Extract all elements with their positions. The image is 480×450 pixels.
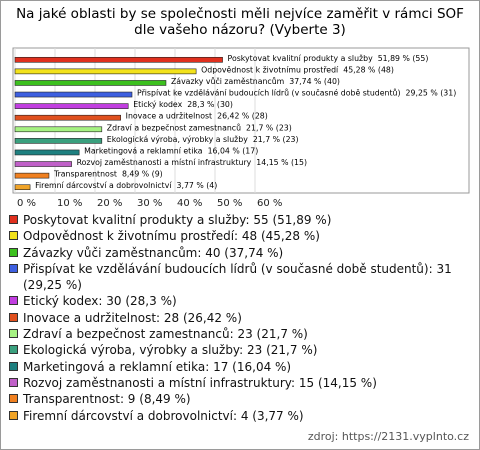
- bar-label-category: Ekologická výroba, výrobky a služby: [107, 135, 248, 144]
- bar-value-label: 8,49 % (9): [122, 170, 163, 179]
- bar: [14, 68, 197, 75]
- bar-label-category: Zdraví a bezpečnost zamestnanců: [107, 123, 241, 132]
- legend-item: Etický kodex: 30 (28,3 %): [9, 293, 471, 309]
- bar-value-label: 21,7 % (23): [246, 123, 292, 132]
- legend-item: Odpovědnost k životnímu prostředí: 48 (4…: [9, 228, 471, 244]
- x-tick-label: 20 %: [97, 198, 122, 209]
- legend-item: Rozvoj zaměstnanosti a místní infrastruk…: [9, 375, 471, 391]
- x-tick-label: 30 %: [137, 198, 162, 209]
- bar-label: Etický kodex 28,3 % (30): [133, 100, 233, 109]
- bar-value-label: 45,28 % (48): [343, 65, 394, 74]
- bar-label-category: Inovace a udržitelnost: [126, 112, 212, 121]
- legend-label: Firemní dárcovství a dobrovolnictví: 4 (…: [23, 408, 304, 423]
- legend-swatch: [9, 231, 18, 241]
- plot: 0 % 10 % 20 % 30 % 40 % 50 % 60 % Poskytovat kv…: [12, 47, 470, 209]
- x-tick-label: 10 %: [57, 198, 82, 209]
- legend-swatch: [9, 394, 18, 404]
- bar-label-category: Závazky vůči zaměstnancům: [171, 77, 284, 86]
- bar-label: Marketingová a reklamní etika 16,04 % (17…: [84, 146, 258, 155]
- bar-value-label: 37,74 % (40): [289, 77, 340, 86]
- bar-value-label: 16,04 % (17): [208, 146, 259, 155]
- bar: [14, 114, 121, 121]
- bar: [14, 91, 133, 98]
- bar-label-category: Poskytovat kvalitní produkty a služby: [228, 54, 374, 63]
- bar: [14, 56, 223, 63]
- legend-label: Rozvoj zaměstnanosti a místní infrastruk…: [23, 375, 377, 390]
- legend-label: Závazky vůči zaměstnancům: 40 (37,74 %): [23, 245, 284, 260]
- bar-value-label: 3,77 % (4): [177, 181, 218, 190]
- legend-item: Inovace a udržitelnost: 28 (26,42 %): [9, 310, 471, 326]
- legend-swatch: [9, 215, 18, 224]
- legend-swatch: [9, 345, 18, 355]
- legend-label: Zdraví a bezpečnost zamestnanců: 23 (21,…: [23, 327, 308, 342]
- legend-swatch: [9, 361, 18, 371]
- legend-label: Přispívat ke vzdělávání budoucích lídrů …: [23, 261, 452, 293]
- bar-label: Inovace a udržitelnost 26,42 % (28): [126, 112, 268, 121]
- chart-title: Na jaké oblasti by se společnosti měli n…: [16, 6, 464, 38]
- bar-label: Odpovědnost k životnímu prostředí 45,28 %…: [201, 65, 394, 74]
- bar: [14, 103, 129, 109]
- legend-swatch: [9, 247, 18, 257]
- legend-item: Transparentnost: 9 (8,49 %): [9, 391, 471, 407]
- bar-label: Poskytovat kvalitní produkty a služby 51,…: [228, 54, 429, 63]
- legend-label: Transparentnost: 9 (8,49 %): [23, 392, 191, 407]
- bar-value-label: 29,25 % (31): [406, 89, 457, 98]
- bar: [14, 184, 31, 191]
- bar-label: Rozvoj zaměstnanosti a místní infrastruk…: [77, 158, 307, 167]
- legend-swatch: [9, 410, 18, 420]
- legend-swatch: [9, 296, 18, 306]
- legend-label: Poskytovat kvalitní produkty a služby: 5…: [23, 213, 332, 227]
- bar-label: Přispívat ke vzdělávání budoucích lídrů …: [137, 89, 456, 98]
- bar-label-category: Etický kodex: [133, 100, 182, 109]
- legend-swatch: [9, 312, 18, 322]
- bar-value-label: 21,7 % (23): [253, 135, 299, 144]
- legend-swatch: [9, 263, 18, 273]
- bar-label: Transparentnost 8,49 % (9): [53, 170, 163, 179]
- bar-label: Firemní dárcovství a dobrovolnictví 3,77 …: [35, 181, 217, 190]
- bar-value-label: 14,15 % (15): [256, 158, 307, 167]
- legend-item: Přispívat ke vzdělávání budoucích lídrů …: [9, 261, 471, 294]
- bar-value-label: 28,3 % (30): [187, 100, 233, 109]
- source-note: zdroj: https://2131.vyplnto.cz: [307, 430, 469, 443]
- x-tick-label: 60 %: [257, 198, 282, 209]
- bar-label-category: Přispívat ke vzdělávání budoucích lídrů …: [137, 89, 401, 98]
- legend-swatch: [9, 377, 18, 387]
- bar-label: Závazky vůči zaměstnancům 37,74 % (40): [171, 77, 340, 86]
- legend-item: Marketingová a reklamní etika: 17 (16,04…: [9, 359, 471, 375]
- legend-item: Zdraví a bezpečnost zamestnanců: 23 (21,…: [9, 326, 471, 342]
- bar-label: Zdraví a bezpečnost zamestnanců 21,7 % (2…: [107, 123, 292, 132]
- x-tick-label: 40 %: [177, 198, 202, 209]
- bar-label-category: Transparentnost: [53, 170, 117, 179]
- legend-label: Odpovědnost k životnímu prostředí: 48 (4…: [23, 229, 320, 244]
- legend-item: Ekologická výroba, výrobky a služby: 23 …: [9, 342, 471, 358]
- bar: [14, 172, 50, 179]
- bar-value-label: 26,42 % (28): [217, 112, 268, 121]
- legend-label: Marketingová a reklamní etika: 17 (16,04…: [23, 359, 292, 374]
- bar-label-category: Rozvoj zaměstnanosti a místní infrastruk…: [77, 158, 252, 167]
- legend-label: Inovace a udržitelnost: 28 (26,42 %): [23, 310, 242, 325]
- legend-label: Etický kodex: 30 (28,3 %): [23, 294, 177, 309]
- bar: [14, 126, 103, 133]
- bar: [14, 80, 167, 86]
- x-tick-label: 50 %: [217, 198, 242, 209]
- bar-label-category: Firemní dárcovství a dobrovolnictví: [35, 181, 172, 190]
- bar: [14, 138, 103, 144]
- bar-label-category: Marketingová a reklamní etika: [84, 146, 203, 155]
- legend-swatch: [9, 329, 18, 339]
- bar-label-category: Odpovědnost k životnímu prostředí: [201, 65, 339, 74]
- bar-value-label: 51,89 % (55): [378, 54, 429, 63]
- legend: Poskytovat kvalitní produkty a služby: 5…: [9, 212, 471, 424]
- legend-item: Firemní dárcovství a dobrovolnictví: 4 (…: [9, 408, 471, 424]
- legend-label: Ekologická výroba, výrobky a služby: 23 …: [23, 343, 318, 358]
- legend-item: Závazky vůči zaměstnancům: 40 (37,74 %): [9, 245, 471, 261]
- bar-label: Ekologická výroba, výrobky a služby 21,7 …: [107, 135, 299, 144]
- legend-item: Poskytovat kvalitní produkty a služby: 5…: [9, 212, 471, 228]
- x-tick-label: 0 %: [17, 198, 36, 209]
- bar: [14, 149, 80, 156]
- bar: [14, 161, 72, 167]
